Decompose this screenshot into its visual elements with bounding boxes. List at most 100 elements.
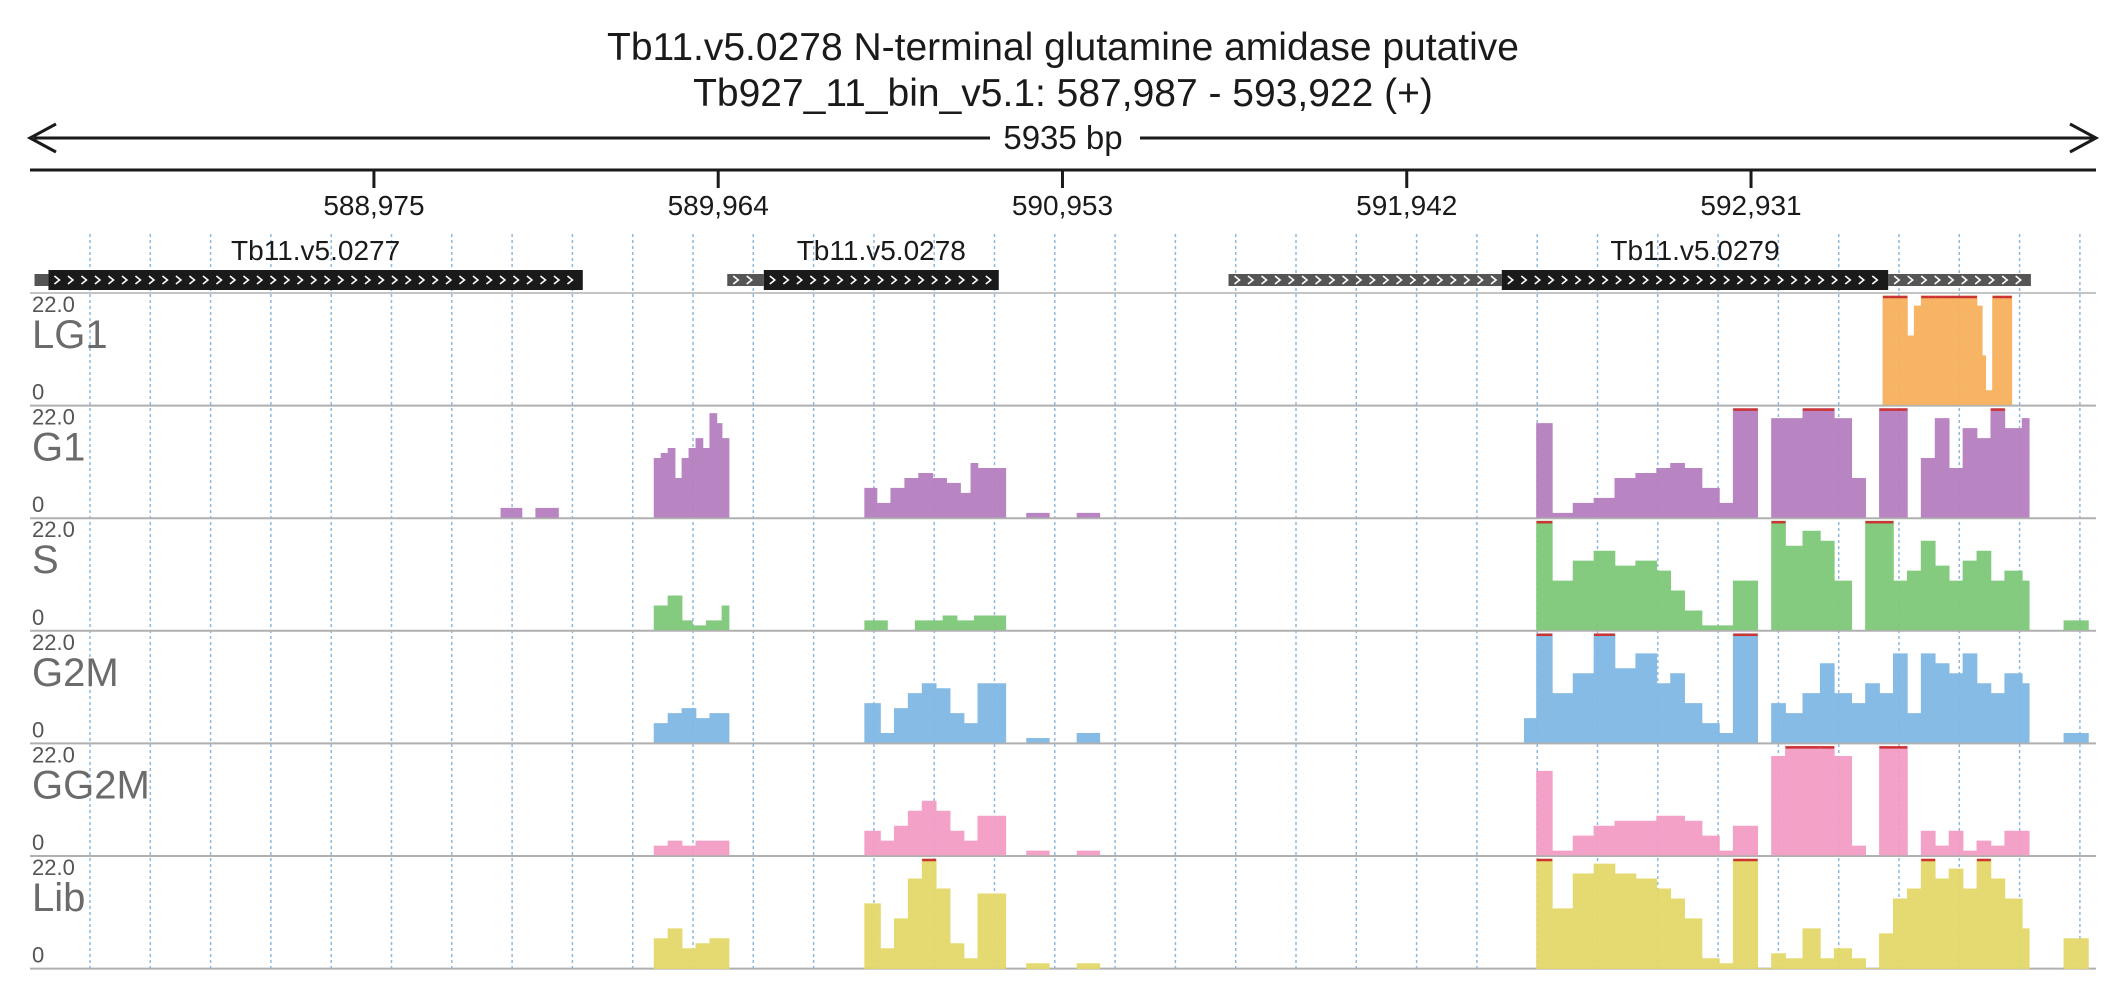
coverage-area (1076, 963, 1101, 969)
strand-arrow-icon (526, 275, 534, 285)
strand-arrow-icon (148, 275, 156, 285)
strand-arrow-icon (242, 275, 250, 285)
strand-arrow-icon (161, 275, 169, 285)
gene-model[interactable]: Tb11.v5.0279 (1228, 235, 2031, 290)
strand-arrow-icon (1628, 275, 1636, 285)
coverage-area (1524, 633, 2030, 744)
track-label: GG2M (32, 763, 150, 807)
strand-arrow-icon (1301, 275, 1309, 285)
locus-coordinates: Tb927_11_bin_v5.1: 587,987 - 593,922 (+) (693, 72, 1433, 115)
strand-arrow-icon (809, 275, 817, 285)
gene-utr[interactable] (727, 274, 764, 286)
strand-arrow-icon (1750, 275, 1758, 285)
coverage-area (2063, 733, 2089, 744)
strand-arrow-icon (202, 275, 210, 285)
strand-arrow-icon (971, 275, 979, 285)
gene-name[interactable]: Tb11.v5.0277 (231, 235, 400, 266)
strand-arrow-icon (310, 275, 318, 285)
strand-arrow-icon (485, 275, 493, 285)
track-label: G1 (32, 426, 85, 470)
track-scale-min: 0 (32, 943, 44, 968)
strand-arrow-icon (1709, 275, 1717, 285)
strand-arrow-icon (1396, 275, 1403, 285)
track-g1: 22.0 0 G1 (30, 405, 2096, 520)
track-scale-min: 0 (32, 605, 44, 630)
coverage-area (2063, 938, 2089, 969)
gene-title: Tb11.v5.0278 N-terminal glutamine amidas… (607, 26, 1519, 69)
strand-arrow-icon (1763, 275, 1771, 285)
gene-name[interactable]: Tb11.v5.0279 (1610, 235, 1779, 266)
strand-arrow-icon (337, 275, 345, 285)
coverage-area (864, 858, 1007, 969)
coverage-tracks: 22.00LG122.00G122.00S22.00G2M22.00GG2M22… (30, 292, 2096, 970)
coverage-area (1536, 858, 2030, 969)
strand-arrow-icon (323, 275, 331, 285)
coverage-area (653, 595, 730, 632)
arrow-left-icon (26, 122, 57, 154)
strand-arrow-icon (1507, 275, 1515, 285)
strand-arrow-icon (1615, 275, 1623, 285)
track-label: Lib (32, 876, 85, 920)
coverage-area (864, 620, 888, 632)
gene-cds[interactable] (763, 270, 999, 290)
strand-arrow-icon (1974, 275, 1982, 285)
coverage-area (535, 507, 559, 519)
strand-arrow-icon (1288, 275, 1295, 285)
position-ruler: 588,975 589,964 590,953 591,942 592,931 (30, 168, 2096, 221)
gene-track[interactable]: Tb11.v5.0277 Tb11.v5.0278 Tb11.v5.0279 (34, 235, 2031, 290)
strand-arrow-icon (175, 275, 183, 285)
coverage-area (500, 507, 523, 519)
strand-arrow-icon (1831, 275, 1839, 285)
coverage-area (1536, 408, 2030, 519)
coverage-area (1536, 520, 2030, 632)
track-gg2m: 22.0 0 GG2M (30, 742, 2096, 857)
strand-arrow-icon (782, 275, 790, 285)
strand-arrow-icon (2001, 275, 2009, 285)
strand-arrow-icon (283, 275, 291, 285)
gene-cds[interactable] (1501, 270, 1889, 290)
strand-arrow-icon (553, 275, 561, 285)
ruler-tick-label: 592,931 (1700, 190, 1801, 221)
strand-arrow-icon (1382, 275, 1390, 285)
strand-arrow-icon (1723, 275, 1731, 285)
strand-arrow-icon (1736, 275, 1744, 285)
coverage-area (653, 840, 730, 857)
coverage-area (653, 413, 730, 519)
strand-arrow-icon (1547, 275, 1555, 285)
strand-arrow-icon (94, 275, 102, 285)
gene-model[interactable]: Tb11.v5.0277 (34, 235, 583, 290)
strand-arrow-icon (80, 275, 88, 285)
strand-arrow-icon (2015, 275, 2022, 285)
strand-arrow-icon (769, 275, 777, 285)
strand-arrow-icon (539, 275, 547, 285)
strand-arrow-icon (350, 275, 358, 285)
gene-utr[interactable] (34, 274, 49, 286)
strand-arrow-icon (1655, 275, 1663, 285)
strand-arrow-icon (1817, 275, 1825, 285)
strand-arrow-icon (732, 275, 740, 285)
track-label: S (32, 538, 59, 582)
ruler-tick-label: 588,975 (323, 190, 424, 221)
strand-arrow-icon (1988, 275, 1995, 285)
strand-arrow-icon (1520, 275, 1528, 285)
strand-arrow-icon (391, 275, 399, 285)
track-s: 22.0 0 S (30, 517, 2096, 632)
strand-arrow-icon (1450, 275, 1457, 285)
strand-arrow-icon (1871, 275, 1879, 285)
strand-arrow-icon (445, 275, 453, 285)
strand-arrow-icon (1893, 275, 1901, 285)
strand-arrow-icon (944, 275, 952, 285)
strand-arrow-icon (1907, 275, 1914, 285)
strand-arrow-icon (1409, 275, 1417, 285)
strand-arrow-icon (877, 275, 885, 285)
gene-name[interactable]: Tb11.v5.0278 (797, 235, 966, 266)
gene-utr[interactable] (1888, 274, 2031, 286)
coverage-area (1536, 746, 2030, 857)
track-scale-max: 22.0 (32, 517, 75, 542)
strand-arrow-icon (863, 275, 871, 285)
strand-arrow-icon (1682, 275, 1690, 285)
gene-model[interactable]: Tb11.v5.0278 (727, 235, 999, 290)
strand-arrow-icon (1490, 275, 1498, 285)
strand-arrow-icon (1920, 275, 1928, 285)
gene-utr[interactable] (1228, 274, 1502, 286)
